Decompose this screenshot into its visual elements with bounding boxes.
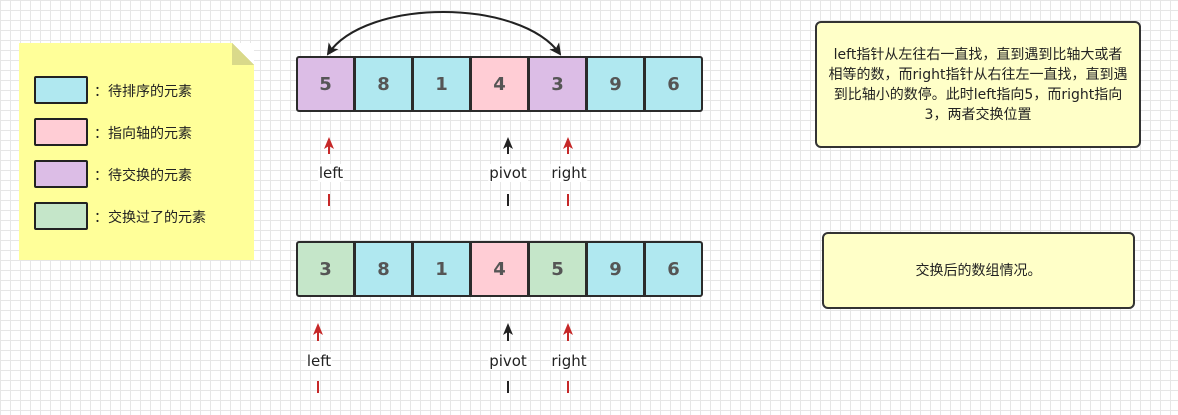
after-cell: 8 — [354, 241, 413, 297]
before-cell: 3 — [528, 56, 587, 112]
after-cell: 1 — [412, 241, 471, 297]
after-cell: 5 — [528, 241, 587, 297]
after-pivot-label: pivot — [488, 352, 528, 370]
before-pivot-label: pivot — [488, 164, 528, 182]
legend-label-to-swap: ：待交换的元素 — [94, 168, 192, 184]
legend-swatch-swapped — [34, 202, 88, 230]
legend-swatch-pending — [34, 76, 88, 104]
legend-folded-corner — [232, 43, 254, 65]
before-cell: 9 — [586, 56, 645, 112]
legend-swatch-to-swap — [34, 160, 88, 188]
legend-label-pivot: ：指向轴的元素 — [94, 126, 192, 142]
before-right-label: right — [550, 164, 588, 182]
after-note-text: 交换后的数组情况。 — [915, 262, 1042, 279]
before-cell: 8 — [354, 56, 413, 112]
before-cell: 4 — [470, 56, 529, 112]
before-note: left指针从左往右一直找，直到遇到比轴大或者相等的数，而right指针从右往左… — [815, 21, 1141, 148]
legend-label-pending: ：待排序的元素 — [94, 84, 192, 100]
swap-curve-arrow — [326, 11, 562, 56]
after-cell: 3 — [296, 241, 355, 297]
after-note: 交换后的数组情况。 — [822, 232, 1135, 309]
after-left-label: left — [305, 352, 333, 370]
after-cell: 6 — [644, 241, 703, 297]
before-left-label: left — [317, 164, 345, 182]
after-right-label: right — [550, 352, 588, 370]
legend-panel: ：待排序的元素 ：指向轴的元素 ：待交换的元素 ：交换过了的元素 — [19, 43, 254, 260]
after-cell: 4 — [470, 241, 529, 297]
before-note-text: left指针从左往右一直找，直到遇到比轴大或者相等的数，而right指针从右往左… — [828, 46, 1128, 123]
before-cell: 5 — [296, 56, 355, 112]
legend-swatch-pivot — [34, 118, 88, 146]
before-cell: 6 — [644, 56, 703, 112]
after-array: 3 8 1 4 5 9 6 — [296, 241, 703, 297]
before-array: 5 8 1 4 3 9 6 — [296, 56, 703, 112]
after-cell: 9 — [586, 241, 645, 297]
legend-label-swapped: ：交换过了的元素 — [94, 210, 206, 226]
before-cell: 1 — [412, 56, 471, 112]
